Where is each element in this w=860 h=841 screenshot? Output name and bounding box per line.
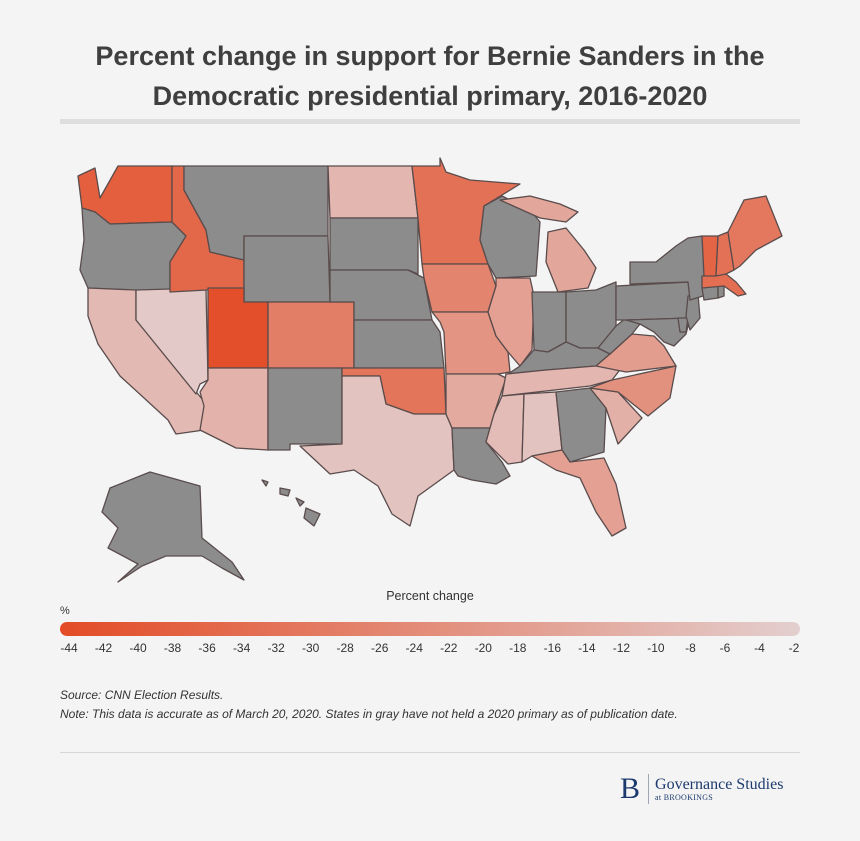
state-wyoming	[243, 235, 331, 303]
state-florida	[531, 449, 627, 537]
legend-title: Percent change	[386, 589, 474, 603]
state-kansas	[353, 319, 445, 369]
legend-tick-label: -6	[719, 641, 731, 655]
state-alaska	[101, 471, 245, 583]
state-delaware	[677, 317, 689, 333]
logo-subtitle: at BROOKINGS	[655, 793, 714, 802]
footer-divider	[60, 752, 800, 753]
data-note: Note: This data is accurate as of March …	[60, 707, 678, 721]
legend-tick-label: -24	[405, 641, 423, 655]
state-arizona	[199, 367, 269, 451]
logo-separator	[648, 774, 650, 804]
state-iowa	[421, 263, 497, 313]
state-colorado	[267, 301, 355, 369]
legend-tick-label: -30	[301, 641, 320, 655]
legend-tick-label: -2	[788, 641, 800, 655]
legend-unit: %	[60, 605, 70, 617]
legend-tick-label: -32	[267, 641, 285, 655]
legend-tick-label: -36	[198, 641, 216, 655]
state-pennsylvania	[615, 281, 697, 321]
legend-tick-label: -28	[336, 641, 354, 655]
legend-tick-label: -18	[509, 641, 527, 655]
state-hawaii	[261, 479, 321, 527]
chart-title: Percent change in support for Bernie San…	[95, 41, 765, 111]
state-vermont	[701, 235, 719, 277]
us-choropleth-map	[77, 157, 783, 583]
legend-tick-label: -34	[232, 641, 251, 655]
logo-mark: B	[620, 772, 641, 805]
legend-tick-label: -42	[94, 641, 113, 655]
state-illinois	[487, 277, 535, 367]
source-note: Source: CNN Election Results.	[60, 688, 224, 702]
legend-tick-label: -44	[60, 641, 78, 655]
state-maine	[727, 195, 783, 271]
legend-tick-label: -22	[440, 641, 458, 655]
legend-tick-label: -12	[612, 641, 631, 655]
legend-tick-label: -26	[371, 641, 389, 655]
state-texas	[299, 375, 455, 527]
brookings-logo: B Governance Studies at BROOKINGS	[620, 772, 783, 806]
legend-tick-label: -40	[129, 641, 147, 655]
state-minnesota	[411, 157, 521, 265]
legend-color-bar	[60, 622, 800, 636]
legend-tick-label: -4	[754, 641, 765, 655]
legend-tick-label: -14	[578, 641, 596, 655]
logo-name: Governance Studies	[655, 776, 784, 793]
legend-tick-label: -8	[685, 641, 696, 655]
title-divider	[60, 119, 800, 124]
state-south-dakota	[329, 217, 419, 275]
legend-tick-label: -38	[163, 641, 182, 655]
state-new-mexico	[267, 367, 343, 451]
legend-tick-label: -10	[647, 641, 665, 655]
state-massachusetts	[701, 273, 747, 297]
state-indiana	[531, 291, 567, 353]
legend-tick-label: -16	[543, 641, 561, 655]
state-rhode-island	[717, 285, 725, 299]
legend-tick-label: -20	[474, 641, 492, 655]
state-north-dakota	[327, 165, 419, 219]
state-michigan	[499, 195, 597, 293]
